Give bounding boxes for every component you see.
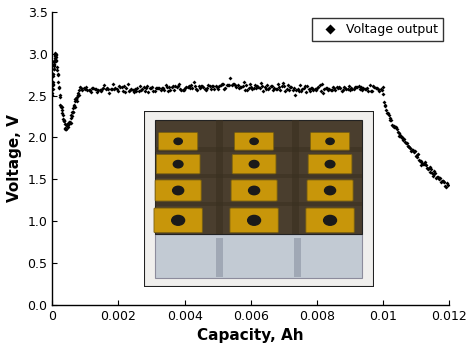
X-axis label: Capacity, Ah: Capacity, Ah — [198, 328, 304, 343]
Y-axis label: Voltage, V: Voltage, V — [7, 114, 22, 202]
Legend: Voltage output: Voltage output — [312, 18, 443, 41]
